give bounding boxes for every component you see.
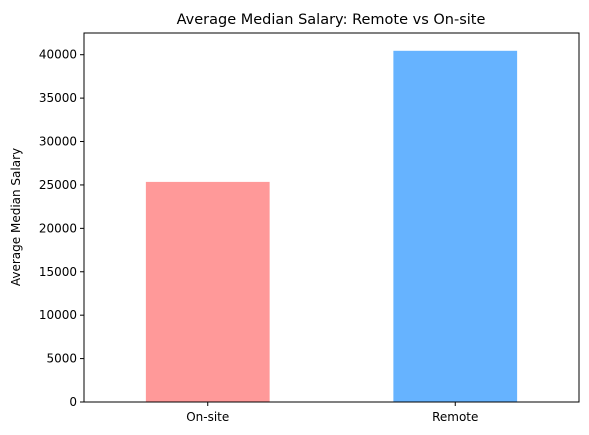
y-tick-label: 25000 <box>39 178 77 192</box>
y-tick-label: 30000 <box>39 135 77 149</box>
y-tick-label: 40000 <box>39 48 77 62</box>
y-axis: 0 5000 10000 15000 20000 25000 30000 35000 40000 <box>39 48 84 409</box>
chart-title: Average Median Salary: Remote vs On-site <box>177 12 486 28</box>
plot-area <box>83 32 580 403</box>
bar-on-site <box>145 181 270 402</box>
bar-remote <box>393 50 518 402</box>
x-axis: On-site Remote <box>186 402 478 424</box>
y-axis-title: Average Median Salary <box>9 148 23 286</box>
x-tick-label: Remote <box>432 410 478 424</box>
bars <box>145 50 518 402</box>
y-tick-label: 20000 <box>39 221 77 235</box>
y-tick-label: 10000 <box>39 308 77 322</box>
y-tick-label: 0 <box>69 395 77 409</box>
y-tick-label: 35000 <box>39 91 77 105</box>
axes-frame <box>83 32 580 403</box>
x-tick-label: On-site <box>186 410 229 424</box>
y-tick-label: 15000 <box>39 265 77 279</box>
y-tick-label: 5000 <box>46 352 77 366</box>
